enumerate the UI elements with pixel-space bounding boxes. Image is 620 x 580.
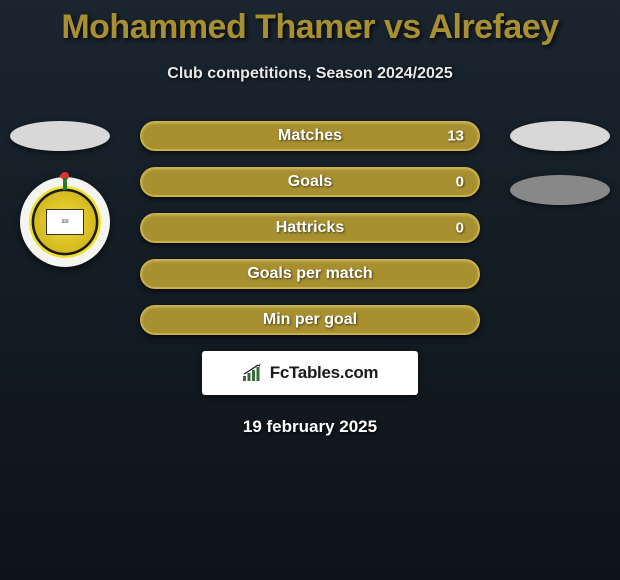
stat-value: 13 <box>447 128 464 145</box>
date-text: 19 february 2025 <box>0 417 620 437</box>
stat-bar-goals: Goals 0 <box>140 167 480 197</box>
source-logo-text: FcTables.com <box>270 363 379 383</box>
stat-label: Min per goal <box>142 311 478 329</box>
comparison-area: ≡≡ Matches 13 Goals 0 Hattricks 0 Goals … <box>0 121 620 437</box>
page-title: Mohammed Thamer vs Alrefaey <box>0 0 620 47</box>
stats-bars: Matches 13 Goals 0 Hattricks 0 Goals per… <box>140 121 480 335</box>
player-left-placeholder <box>10 121 110 151</box>
stat-bar-hattricks: Hattricks 0 <box>140 213 480 243</box>
stat-value: 0 <box>456 174 464 191</box>
subtitle: Club competitions, Season 2024/2025 <box>0 65 620 83</box>
source-logo: FcTables.com <box>202 351 418 395</box>
stat-label: Goals <box>142 173 478 191</box>
stat-bar-goals-per-match: Goals per match <box>140 259 480 289</box>
stat-label: Goals per match <box>142 265 478 283</box>
team-badge: ≡≡ <box>20 177 110 267</box>
stat-label: Hattricks <box>142 219 478 237</box>
badge-ring: ≡≡ <box>29 186 101 258</box>
stat-value: 0 <box>456 220 464 237</box>
stat-label: Matches <box>142 127 478 145</box>
badge-torch-icon <box>63 178 67 190</box>
stat-bar-matches: Matches 13 <box>140 121 480 151</box>
chart-icon <box>242 364 264 382</box>
player-right-placeholder-2 <box>510 175 610 205</box>
badge-center-icon: ≡≡ <box>46 209 84 235</box>
stat-bar-min-per-goal: Min per goal <box>140 305 480 335</box>
player-right-placeholder-1 <box>510 121 610 151</box>
